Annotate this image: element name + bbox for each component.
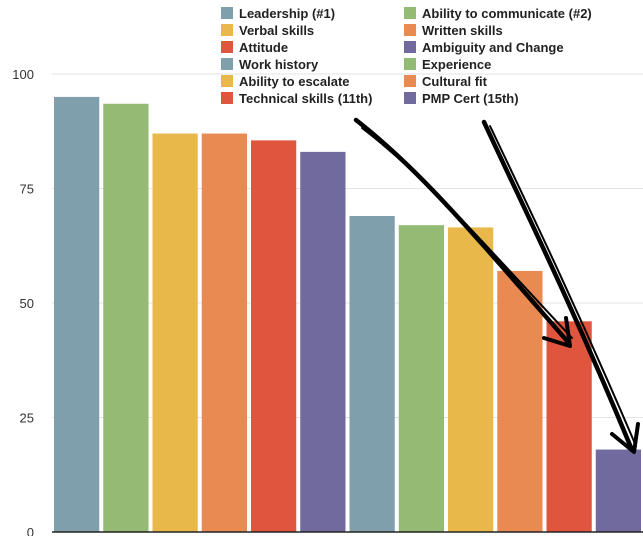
legend-swatch-ability-to-communicate-2 xyxy=(404,7,416,19)
annotation-arrows xyxy=(353,117,640,454)
y-tick-label-100: 100 xyxy=(12,67,34,82)
legend-swatch-technical-skills-11th xyxy=(221,92,233,104)
bar-work-history xyxy=(349,215,395,533)
legend-entry-ability-to-communicate-2: Ability to communicate (#2) xyxy=(422,6,592,21)
y-tick-label-50: 50 xyxy=(20,296,34,311)
legend-swatch-cultural-fit xyxy=(404,75,416,87)
bar-written-skills xyxy=(201,133,247,533)
y-tick-label-0: 0 xyxy=(27,525,34,536)
legend-entry-ambiguity-and-change: Ambiguity and Change xyxy=(422,40,564,55)
bar-ability-to-communicate-2 xyxy=(103,103,149,533)
legend-entry-leadership-1: Leadership (#1) xyxy=(239,6,335,21)
legend-swatch-ability-to-escalate xyxy=(221,75,233,87)
bar-pmp-cert-15th xyxy=(595,449,641,532)
legend-entry-written-skills: Written skills xyxy=(422,23,503,38)
legend-swatch-pmp-cert-15th xyxy=(404,92,416,104)
y-tick-label-75: 75 xyxy=(20,182,34,197)
bar-leadership-1 xyxy=(54,96,100,533)
legend-entry-ability-to-escalate: Ability to escalate xyxy=(239,74,350,89)
y-tick-label-25: 25 xyxy=(20,411,34,426)
legend-entry-experience: Experience xyxy=(422,57,491,72)
bars xyxy=(54,96,641,533)
grid-lines xyxy=(52,73,643,418)
legend: Leadership (#1) Ability to communicate (#… xyxy=(221,6,592,106)
bar-ability-to-escalate xyxy=(448,227,494,532)
legend-swatch-leadership-1 xyxy=(221,7,233,19)
legend-swatch-experience xyxy=(404,58,416,70)
arrow-to-technical-skills xyxy=(353,117,573,348)
legend-swatch-verbal-skills xyxy=(221,24,233,36)
legend-swatch-ambiguity-and-change xyxy=(404,41,416,53)
bar-experience xyxy=(398,225,444,532)
bar-technical-skills-11th xyxy=(546,321,592,532)
legend-entry-work-history: Work history xyxy=(239,57,319,72)
legend-entry-pmp-cert-15th: PMP Cert (15th) xyxy=(422,91,519,106)
legend-swatch-written-skills xyxy=(404,24,416,36)
legend-entry-cultural-fit: Cultural fit xyxy=(422,74,488,89)
bar-attitude xyxy=(251,140,297,532)
legend-swatch-work-history xyxy=(221,58,233,70)
arrow-to-pmp-cert xyxy=(481,119,640,454)
bar-cultural-fit xyxy=(497,270,543,532)
legend-entry-technical-skills-11th: Technical skills (11th) xyxy=(239,91,372,106)
y-axis-tick-labels: 0 25 50 75 100 xyxy=(12,67,34,536)
legend-swatch-attitude xyxy=(221,41,233,53)
bar-verbal-skills xyxy=(152,133,198,533)
legend-entry-verbal-skills: Verbal skills xyxy=(239,23,314,38)
legend-entry-attitude: Attitude xyxy=(239,40,288,55)
bar-ambiguity-and-change xyxy=(300,151,346,533)
